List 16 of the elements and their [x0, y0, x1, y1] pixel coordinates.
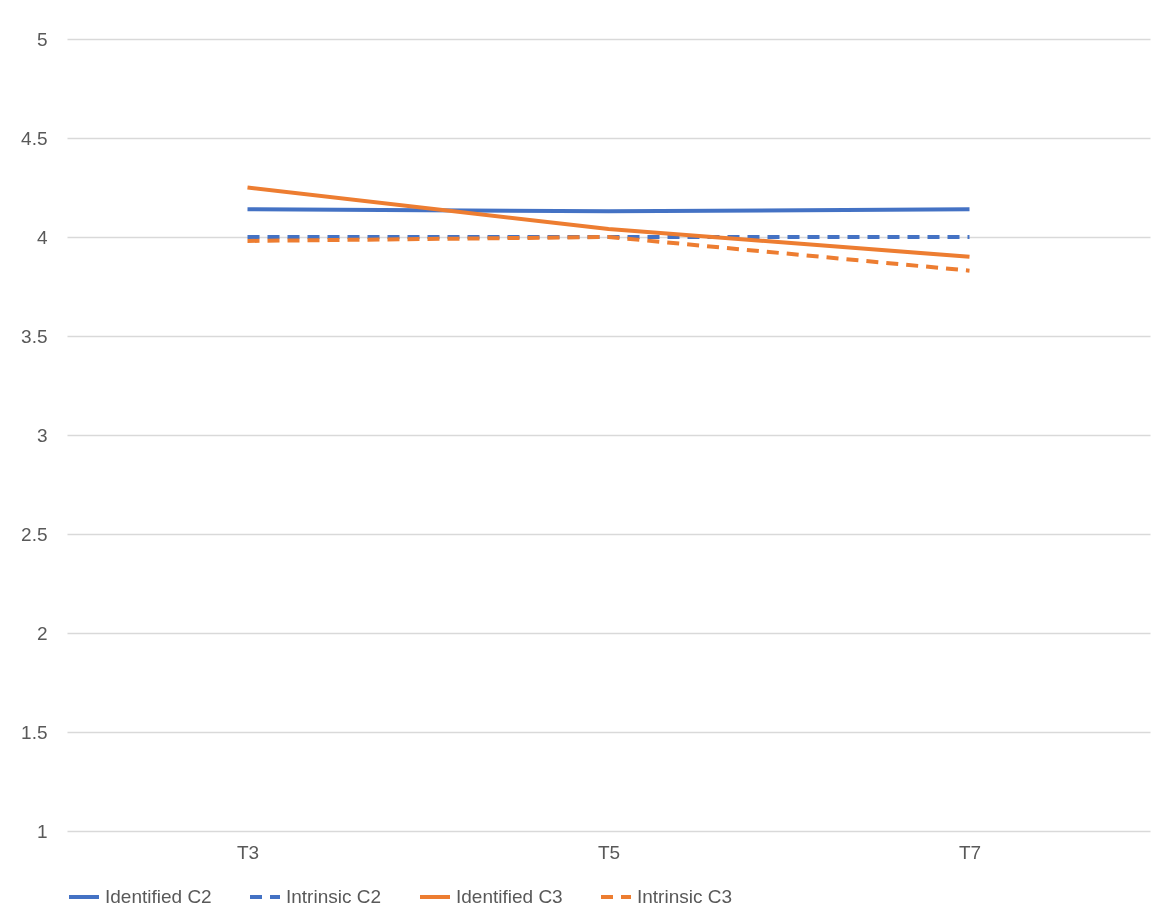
legend-label: Identified C2 — [105, 886, 212, 907]
legend-label: Intrinsic C2 — [286, 886, 382, 907]
y-tick-label: 2.5 — [21, 523, 48, 545]
y-tick-label: 4.5 — [21, 127, 48, 149]
legend-label: Intrinsic C3 — [637, 886, 733, 907]
y-tick-label: 5 — [36, 28, 48, 50]
legend-label: Identified C3 — [456, 886, 563, 907]
y-tick-label: 1.5 — [21, 721, 48, 743]
y-tick-label: 2 — [36, 622, 48, 644]
y-tick-label: 1 — [36, 820, 48, 842]
y-tick-label: 4 — [36, 226, 48, 248]
y-tick-label: 3 — [36, 424, 48, 446]
x-tick-label: T3 — [236, 841, 260, 863]
x-tick-label: T7 — [958, 841, 982, 863]
y-tick-label: 3.5 — [21, 325, 48, 347]
x-tick-label: T5 — [597, 841, 621, 863]
